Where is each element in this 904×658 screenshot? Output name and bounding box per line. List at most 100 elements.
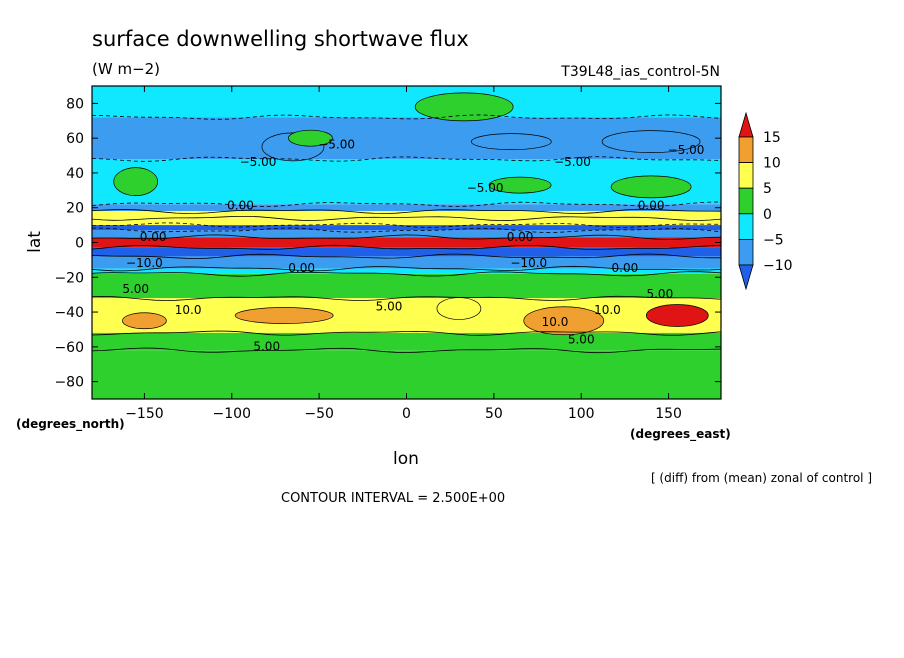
contour-label-9: −10.0 [126, 256, 163, 270]
x-axis: −150 −100 −50 0 50 100 150 [125, 86, 682, 422]
field-feature-3 [234, 307, 334, 324]
contour-lines [92, 114, 721, 354]
colorbar: 15 10 5 0 −5 −10 [738, 111, 793, 291]
contour-label-15: 5.00 [646, 287, 673, 301]
field-feature-8 [113, 167, 159, 196]
contour-label-1: −5.00 [240, 155, 277, 169]
contour-label-12: 0.00 [612, 261, 639, 275]
y-tick-label-4: 0 [75, 236, 84, 252]
chart-title: surface downwelling shortwave flux [92, 27, 469, 51]
x-tick-label-2: −50 [304, 406, 334, 422]
lat-band-5 [92, 218, 721, 226]
x-tick-label-4: 50 [485, 406, 503, 422]
field-feature-2 [523, 306, 605, 336]
contour-line-15 [92, 347, 721, 354]
colorbar-bin-6 [738, 264, 754, 291]
lat-band-3 [92, 204, 721, 212]
y-tick-label-5: −20 [54, 270, 84, 286]
field-feature-0 [122, 312, 167, 330]
field-feature-7 [601, 130, 701, 153]
field-feature-1 [645, 304, 709, 327]
contour-label-5: 0.00 [227, 198, 254, 212]
lat-band-13 [92, 298, 721, 333]
contour-line-10 [92, 253, 721, 259]
lat-band-6 [92, 225, 721, 231]
lat-band-15 [92, 350, 721, 399]
field-feature-10 [610, 175, 692, 199]
contour-label-11: 0.00 [288, 261, 315, 275]
y-tick-label-3: 20 [66, 201, 84, 217]
colorbar-label-4: −5 [763, 232, 784, 248]
x-tick-label-5: 100 [568, 406, 595, 422]
contour-line-2 [92, 156, 721, 162]
lat-band-14 [92, 332, 721, 351]
dataset-label: T39L48_ias_control-5N [560, 64, 720, 80]
x-tick-label-0: −150 [125, 406, 163, 422]
contour-label-10: −10.0 [510, 256, 547, 270]
y-axis-label: lat [25, 231, 45, 253]
x-tick-label-3: 0 [402, 406, 411, 422]
contour-line-14 [92, 330, 721, 336]
colorbar-label-0: 15 [763, 130, 781, 146]
contour-label-13: 5.00 [122, 282, 149, 296]
contour-line-8 [92, 234, 721, 240]
plot-field [92, 86, 721, 399]
contour-line-9 [92, 244, 721, 250]
colorbar-label-5: −10 [763, 258, 793, 274]
contour-line-13 [92, 295, 721, 301]
lat-band-10 [92, 256, 721, 269]
contour-label-18: 10.0 [542, 315, 569, 329]
contour-label-19: 5.00 [253, 339, 280, 353]
colorbar-bin-3 [738, 187, 754, 215]
contour-label-4: −5.00 [467, 181, 504, 195]
contour-label-6: 0.00 [638, 198, 665, 212]
colorbar-bin-0 [738, 111, 754, 138]
chart-units: (W m−2) [92, 60, 160, 78]
field-feature-4 [436, 297, 482, 320]
lat-band-9 [92, 247, 721, 257]
footnote: [ (diff) from (mean) zonal of control ] [651, 471, 872, 485]
y-tick-label-6: −40 [54, 305, 84, 321]
contour-line-12 [92, 271, 721, 277]
lat-band-12 [92, 273, 721, 299]
colorbar-bin-5 [738, 238, 754, 266]
colorbar-label-2: 5 [763, 181, 772, 197]
y-tick-label-0: 80 [66, 96, 84, 112]
x-axis-label: lon [393, 449, 419, 469]
field-feature-9 [488, 176, 552, 194]
y-units-note: (degrees_north) [16, 417, 125, 432]
contour-line-5 [92, 216, 721, 221]
x-tick-label-1: −100 [213, 406, 251, 422]
lat-band-7 [92, 230, 721, 238]
y-axis: 80 60 40 20 0 −20 −40 −60 −80 [54, 96, 721, 391]
lat-band-11 [92, 268, 721, 274]
y-tick-label-8: −80 [54, 375, 84, 391]
field-feature-11 [414, 92, 514, 122]
contour-label-8: 0.00 [507, 230, 534, 244]
field-feature-6 [470, 133, 552, 150]
y-tick-label-2: 40 [66, 166, 84, 182]
colorbar-bin-1 [738, 136, 754, 164]
contour-label-14: 5.00 [376, 299, 403, 313]
field-feature-12 [288, 129, 333, 147]
x-tick-label-6: 150 [655, 406, 682, 422]
colorbar-label-3: 0 [763, 207, 772, 223]
colorbar-bin-4 [738, 213, 754, 240]
contour-label-2: −5.00 [554, 155, 591, 169]
contour-label-7: 0.00 [140, 230, 167, 244]
contour-label-3: −5.00 [668, 143, 705, 157]
x-units-note: (degrees_east) [630, 427, 731, 442]
colorbar-label-1: 10 [763, 156, 781, 172]
contour-label-20: 5.00 [568, 332, 595, 346]
contour-line-11 [92, 265, 721, 272]
lat-band-8 [92, 237, 721, 248]
y-tick-label-1: 60 [66, 131, 84, 147]
contour-labels: −5.00 −5.00 −5.00 −5.00 −5.00 0.00 0.00 0.00 0.0… [122, 138, 704, 354]
contour-interval: CONTOUR INTERVAL = 2.500E+00 [281, 491, 505, 506]
contour-label-17: 10.0 [594, 303, 621, 317]
contour-label-16: 10.0 [175, 303, 202, 317]
contour-label-0: −5.00 [318, 138, 355, 152]
colorbar-bin-2 [738, 162, 754, 189]
